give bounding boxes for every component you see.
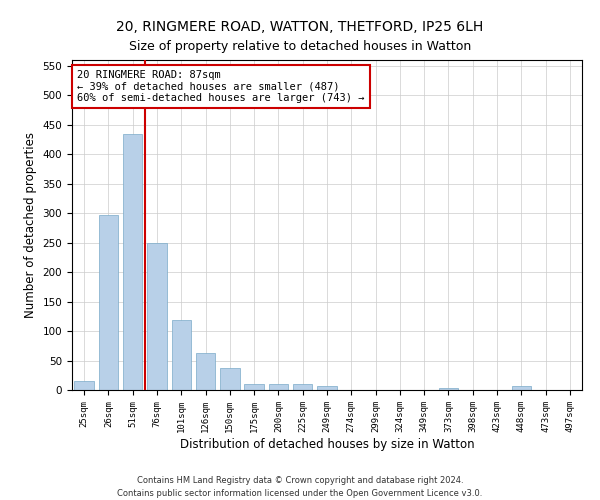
Bar bbox=[439, 388, 458, 390]
Bar bbox=[123, 134, 142, 390]
Bar bbox=[512, 386, 531, 390]
Bar bbox=[74, 380, 94, 390]
Text: 20, RINGMERE ROAD, WATTON, THETFORD, IP25 6LH: 20, RINGMERE ROAD, WATTON, THETFORD, IP2… bbox=[116, 20, 484, 34]
Y-axis label: Number of detached properties: Number of detached properties bbox=[24, 132, 37, 318]
Bar bbox=[196, 353, 215, 390]
Text: Contains HM Land Registry data © Crown copyright and database right 2024.: Contains HM Land Registry data © Crown c… bbox=[137, 476, 463, 485]
Bar bbox=[147, 242, 167, 390]
Bar bbox=[99, 215, 118, 390]
Bar bbox=[244, 384, 264, 390]
X-axis label: Distribution of detached houses by size in Watton: Distribution of detached houses by size … bbox=[179, 438, 475, 450]
Bar bbox=[220, 368, 239, 390]
Bar bbox=[269, 384, 288, 390]
Text: Contains public sector information licensed under the Open Government Licence v3: Contains public sector information licen… bbox=[118, 488, 482, 498]
Text: Size of property relative to detached houses in Watton: Size of property relative to detached ho… bbox=[129, 40, 471, 53]
Bar bbox=[293, 384, 313, 390]
Text: 20 RINGMERE ROAD: 87sqm
← 39% of detached houses are smaller (487)
60% of semi-d: 20 RINGMERE ROAD: 87sqm ← 39% of detache… bbox=[77, 70, 365, 103]
Bar bbox=[172, 320, 191, 390]
Bar bbox=[317, 386, 337, 390]
